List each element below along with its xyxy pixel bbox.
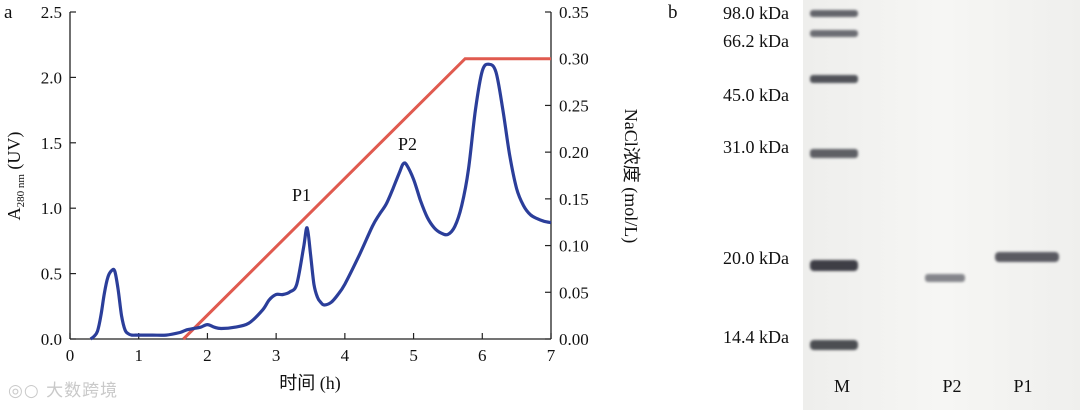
marker-label-14: 14.4 kDa — [723, 327, 789, 347]
watermark-icon: ◎○ — [8, 381, 40, 401]
x-tick-label: 6 — [478, 346, 487, 365]
marker-band-31 — [810, 149, 858, 158]
marker-label-31: 31.0 kDa — [723, 137, 789, 157]
marker-band-66 — [810, 30, 858, 37]
marker-band-14 — [810, 340, 858, 350]
y-tick-label: 2.5 — [41, 3, 62, 22]
y-tick-label: 2.0 — [41, 68, 62, 87]
x-tick-label: 4 — [341, 346, 350, 365]
y2-tick-label: 0.10 — [559, 237, 589, 256]
y-tick-label: 0.0 — [41, 330, 62, 349]
panel-a-letter: a — [4, 2, 13, 23]
x-ticks: 0 1 2 3 4 5 6 7 — [66, 333, 556, 365]
marker-label-98: 98.0 kDa — [723, 3, 789, 23]
sds-page-panel: b 98.0 kDa 66.2 kDa 45.0 kDa 31.0 kDa 20… — [668, 0, 1080, 410]
x-tick-label: 1 — [134, 346, 143, 365]
peak-label-p1: P1 — [292, 185, 311, 205]
p1-band — [995, 252, 1059, 262]
y-tick-label: 1.5 — [41, 134, 62, 153]
y2-tick-label: 0.20 — [559, 143, 589, 162]
y-left-title: A280 nm (UV) — [4, 132, 27, 221]
y2-tick-label: 0.30 — [559, 50, 589, 69]
y-tick-label: 0.5 — [41, 265, 62, 284]
x-axis-title: 时间 (h) — [279, 373, 341, 394]
nacl-gradient-line — [182, 57, 551, 341]
x-tick-label: 3 — [272, 346, 281, 365]
y2-tick-label: 0.25 — [559, 96, 589, 115]
panel-b-letter: b — [668, 2, 678, 23]
marker-lane — [810, 10, 858, 350]
watermark: ◎○ 大数跨境 — [8, 376, 118, 401]
marker-label-66: 66.2 kDa — [723, 31, 789, 51]
x-tick-label: 2 — [203, 346, 212, 365]
y2-tick-label: 0.35 — [559, 3, 589, 22]
y2-tick-label: 0.00 — [559, 330, 589, 349]
x-tick-label: 0 — [66, 346, 75, 365]
y-tick-label: 1.0 — [41, 199, 62, 218]
y-right-title: NaCl浓度 (mol/L) — [620, 109, 641, 243]
y2-tick-label: 0.15 — [559, 190, 589, 209]
lane-label-p2: P2 — [942, 376, 961, 396]
lane-label-p1: P1 — [1013, 376, 1032, 396]
y2-tick-label: 0.05 — [559, 283, 589, 302]
uv-absorbance-curve — [89, 62, 552, 341]
p2-band — [925, 274, 965, 282]
x-tick-label: 5 — [409, 346, 418, 365]
y-left-ticks: 0.0 0.5 1.0 1.5 2.0 2.5 — [41, 3, 76, 349]
marker-band-45 — [810, 75, 858, 83]
marker-band-20 — [810, 260, 858, 271]
marker-label-20: 20.0 kDa — [723, 248, 789, 268]
y-right-ticks: 0.00 0.05 0.10 0.15 0.20 0.25 0.30 0.35 — [545, 3, 589, 349]
marker-band-98 — [810, 10, 858, 17]
x-tick-label: 7 — [547, 346, 556, 365]
marker-label-45: 45.0 kDa — [723, 85, 789, 105]
lane-label-m: M — [834, 376, 850, 396]
watermark-text: 大数跨境 — [46, 381, 119, 401]
peak-label-p2: P2 — [398, 134, 417, 154]
